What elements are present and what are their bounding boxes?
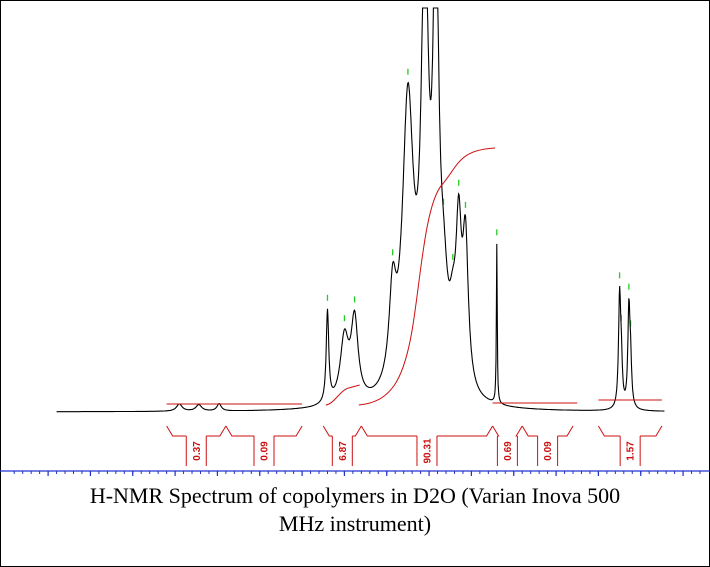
nmr-spectrum-chart: 0.37 0.09 6.87 90.31 0.69 0.09 1.57 8.07.57.06… [0,7,710,476]
integral-value-label: 0.37 [192,441,203,461]
integral-bracket-right [206,425,227,437]
integral-value-label: 0.69 [503,441,514,461]
integral-value-label: 6.87 [338,441,349,461]
integral-bracket-right [557,425,574,437]
integral-bracket-right [640,425,663,437]
integral-bracket-left [492,425,500,437]
integral-bracket-left [597,425,621,437]
integral-bracket-left [322,425,333,437]
integral-curve-layer [166,147,662,406]
spectrum-trace [56,7,665,413]
integral-region: 0.09 [521,425,574,466]
integral-bracket-left [166,425,187,437]
figure-caption: H-NMR Spectrum of copolymers in D2O (Var… [0,482,710,538]
integral-region: 0.69 [492,425,523,466]
integral-value-label: 0.09 [543,441,554,461]
integral-value-label: 1.57 [626,441,637,461]
integral-value-label: 0.09 [259,441,270,461]
integral-layer: 0.37 0.09 6.87 90.31 0.69 0.09 1.57 [166,425,663,466]
x-axis: 8.07.57.06.56.05.55.04.54.03.53.02.52.01… [0,470,710,476]
integral-bracket-right [273,425,303,437]
caption-line-2: MHz instrument) [278,511,432,536]
integral-bracket-left [521,425,538,437]
integral-region: 0.09 [225,425,303,466]
integral-value-label: 90.31 [422,438,433,463]
integral-curve [358,147,496,406]
integral-curve [325,384,360,406]
caption-line-1: H-NMR Spectrum of copolymers in D2O (Var… [89,483,621,508]
integral-bracket-left [360,425,417,437]
integral-bracket-right [515,425,523,437]
integral-region: 90.31 [360,425,494,466]
integral-region: 6.87 [322,425,362,466]
peak-marker-layer [326,68,632,327]
integral-region: 0.37 [166,425,227,466]
integral-bracket-right [436,425,494,437]
integral-bracket-left [225,425,254,437]
integral-bracket-right [352,425,362,437]
integral-region: 1.57 [597,425,663,466]
